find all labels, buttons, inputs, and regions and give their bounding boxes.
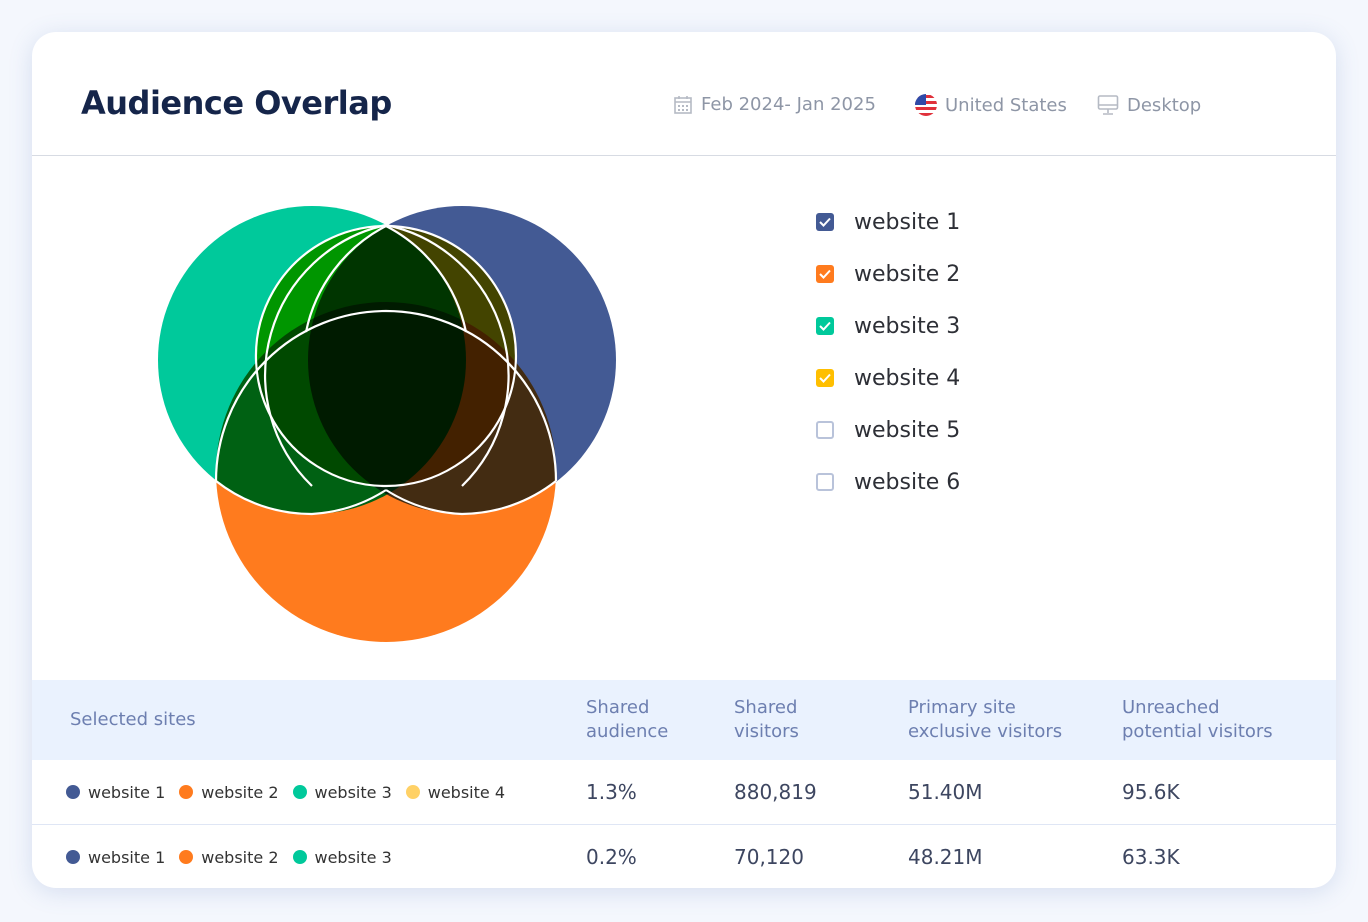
date-range-filter[interactable]: Feb 2024- Jan 2025: [673, 94, 876, 115]
checkbox[interactable]: [816, 265, 834, 283]
primary-exclusive-cell: 48.21M: [908, 845, 983, 869]
site-chip: website 3: [292, 782, 392, 802]
legend-item-website-2[interactable]: website 2: [816, 248, 960, 300]
col-shared-visitors: Shared visitors: [734, 697, 799, 742]
site-name: website 3: [314, 847, 392, 867]
shared-visitors-cell: 70,120: [734, 845, 804, 869]
site-name: website 1: [88, 847, 166, 867]
site-name: website 2: [201, 847, 279, 867]
site-chip: website 1: [66, 848, 165, 867]
checkbox[interactable]: [816, 213, 834, 231]
audience-overlap-card: Audience Overlap Feb 2024- Jan 2025 Unit…: [32, 32, 1336, 888]
device-label: Desktop: [1127, 94, 1202, 116]
check-icon: [819, 321, 831, 331]
site-color-dot: [66, 850, 80, 864]
legend-label: website 6: [854, 469, 961, 495]
legend-label: website 1: [854, 209, 961, 235]
venn-outlines: [214, 223, 558, 516]
venn-diagram: [158, 206, 616, 642]
date-range-label: Feb 2024- Jan 2025: [701, 94, 876, 115]
site-chip: website 2: [179, 847, 279, 867]
country-filter[interactable]: United States: [915, 94, 1067, 116]
selected-sites-cell: website 1 website 2 website 3: [66, 825, 392, 888]
legend-label: website 2: [854, 261, 961, 287]
device-filter[interactable]: Desktop: [1097, 94, 1201, 116]
checkbox[interactable]: [816, 473, 834, 491]
site-color-dot: [292, 785, 307, 799]
legend-item-website-4[interactable]: website 4: [816, 352, 960, 404]
site-color-dot: [292, 850, 307, 864]
legend-item-website-3[interactable]: website 3: [816, 300, 960, 352]
checkbox[interactable]: [816, 369, 834, 387]
check-icon: [819, 373, 831, 383]
unreached-cell: 63.3K: [1122, 845, 1180, 869]
site-chip: website 3: [292, 847, 392, 867]
primary-exclusive-cell: 51.40M: [908, 780, 983, 804]
legend-item-website-1[interactable]: website 1: [816, 196, 960, 248]
site-chip: website 2: [179, 782, 279, 802]
site-name: website 2: [201, 782, 279, 802]
venn-circle-website-4[interactable]: [256, 226, 516, 486]
checkbox[interactable]: [816, 421, 834, 439]
col-unreached: Unreached potential visitors: [1122, 697, 1273, 742]
checkbox[interactable]: [816, 317, 834, 335]
shared-audience-cell: 0.2%: [586, 845, 637, 869]
calendar-icon: [674, 95, 692, 114]
selected-sites-cell: website 1 website 2 website 3 website 4: [66, 760, 505, 824]
shared-visitors-cell: 880,819: [734, 780, 817, 804]
site-name: website 3: [314, 782, 392, 802]
site-chip: website 1: [66, 783, 165, 802]
site-name: website 1: [88, 782, 166, 802]
site-color-dot: [405, 785, 420, 799]
website-legend: website 1 website 2 website 3 website 4 webs…: [816, 210, 960, 508]
table-row[interactable]: website 1 website 2 website 3 0.2% 70,120 48.…: [32, 825, 1336, 888]
card-header: Audience Overlap Feb 2024- Jan 2025 Unit…: [32, 32, 1336, 156]
shared-audience-cell: 1.3%: [586, 780, 637, 804]
check-icon: [819, 217, 831, 227]
check-icon: [819, 269, 831, 279]
site-color-dot: [179, 785, 194, 799]
site-color-dot: [179, 850, 194, 864]
legend-label: website 4: [854, 365, 961, 391]
table-row[interactable]: website 1 website 2 website 3 website 4 1.3%…: [32, 760, 1336, 825]
country-label: United States: [945, 94, 1067, 116]
col-shared-audience: Shared audience: [586, 697, 669, 742]
col-primary-exclusive: Primary site exclusive visitors: [908, 697, 1063, 742]
unreached-cell: 95.6K: [1122, 780, 1180, 804]
legend-label: website 5: [854, 417, 961, 443]
legend-item-website-6[interactable]: website 6: [816, 456, 960, 508]
us-flag-icon: [915, 94, 937, 116]
legend-label: website 3: [854, 313, 961, 339]
page-title: Audience Overlap: [81, 84, 392, 122]
site-name: website 4: [427, 782, 505, 802]
desktop-icon: [1097, 95, 1119, 115]
legend-item-website-5[interactable]: website 5: [816, 404, 960, 456]
site-chip: website 4: [405, 782, 505, 802]
table-header: Selected sites Shared audience Shared visi…: [32, 680, 1336, 760]
site-color-dot: [66, 785, 80, 799]
col-selected-sites: Selected sites: [70, 709, 196, 730]
